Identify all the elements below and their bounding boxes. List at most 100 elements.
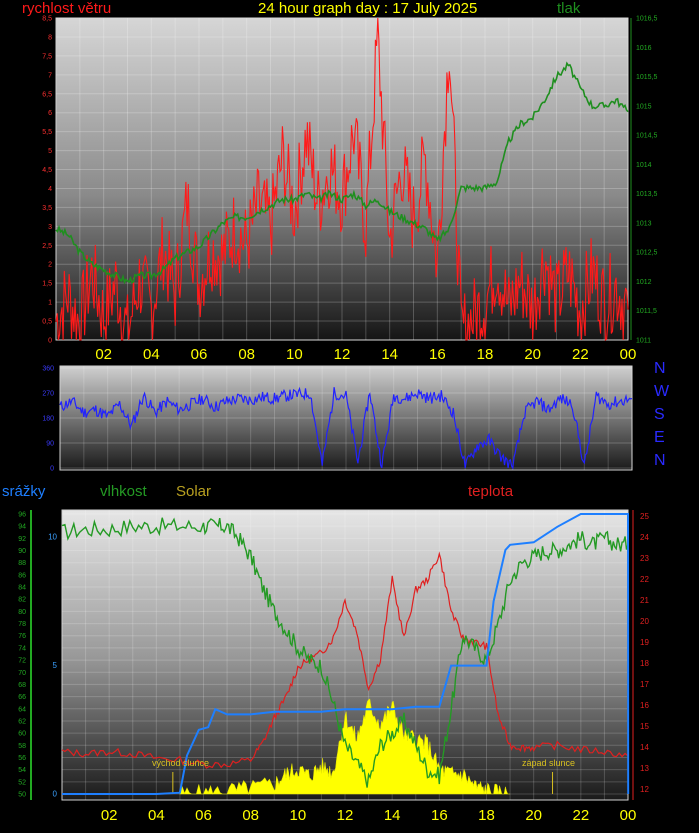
humidity-tick-label: 76 <box>18 633 26 640</box>
pressure-tick-label: 1012 <box>636 279 652 286</box>
humidity-tick-label: 68 <box>18 682 26 689</box>
pressure-tick-label: 1016 <box>636 45 652 52</box>
time-tick-label: 02 <box>95 346 112 363</box>
humidity-tick-label: 88 <box>18 560 26 567</box>
temperature-line <box>61 551 629 769</box>
wind-direction-plot-area <box>59 365 633 471</box>
pressure-tick-label: 1013,5 <box>636 191 658 198</box>
wind-tick-label: 3,5 <box>42 205 52 212</box>
humidity-label: vlhkost <box>100 483 147 500</box>
temperature-tick-label: 13 <box>640 764 649 773</box>
humidity-tick-label: 92 <box>18 536 26 543</box>
wind-tick-label: 2,5 <box>42 243 52 250</box>
direction-tick-label: 180 <box>42 416 54 423</box>
time-tick-label: 02 <box>101 807 118 824</box>
temperature-tick-label: 15 <box>640 722 649 731</box>
compass-letter: E <box>654 429 665 446</box>
wind-tick-label: 1,5 <box>42 281 52 288</box>
compass-letter: S <box>654 406 665 423</box>
rain-tick-label: 10 <box>48 533 57 542</box>
time-tick-label: 10 <box>286 346 303 363</box>
temperature-tick-label: 20 <box>640 617 649 626</box>
wind-tick-label: 5,5 <box>42 129 52 136</box>
direction-tick-label: 270 <box>42 391 54 398</box>
pressure-tick-label: 1011,5 <box>636 308 657 315</box>
wind-tick-label: 7 <box>48 72 52 79</box>
wind-speed-label: rychlost větru <box>22 0 112 17</box>
wind-tick-label: 3 <box>48 224 52 231</box>
humidity-tick-label: 80 <box>18 609 26 616</box>
compass-letter: N <box>654 452 666 469</box>
wind-tick-label: 6,5 <box>42 91 52 98</box>
time-tick-label: 08 <box>238 346 255 363</box>
time-tick-label: 20 <box>524 346 541 363</box>
sunset-annotation: západ slunce <box>522 758 576 768</box>
pressure-label: tlak <box>557 0 581 17</box>
humidity-tick-label: 74 <box>18 645 26 652</box>
wind-tick-label: 0,5 <box>42 319 52 326</box>
wind-tick-label: 8 <box>48 34 52 41</box>
temperature-tick-label: 23 <box>640 554 649 563</box>
wind-tick-label: 0 <box>48 338 52 345</box>
humidity-tick-label: 86 <box>18 572 26 579</box>
wind-speed-line <box>55 17 629 342</box>
pressure-tick-label: 1015 <box>636 103 652 110</box>
time-tick-label: 14 <box>384 807 401 824</box>
humidity-tick-label: 72 <box>18 658 26 665</box>
pressure-tick-label: 1014,5 <box>636 133 658 140</box>
time-tick-label: 18 <box>478 807 495 824</box>
direction-tick-label: 360 <box>42 366 54 373</box>
chart-title: 24 hour graph day : 17 July 2025 <box>258 0 478 17</box>
humidity-tick-label: 64 <box>18 706 26 713</box>
wind-tick-label: 4 <box>48 186 52 193</box>
wind-direction-line <box>59 386 633 470</box>
solar-label: Solar <box>176 483 212 500</box>
temperature-tick-label: 22 <box>640 575 649 584</box>
time-tick-label: 12 <box>337 807 354 824</box>
time-tick-label: 10 <box>289 807 306 824</box>
humidity-tick-label: 52 <box>18 779 26 786</box>
time-tick-label: 22 <box>572 807 589 824</box>
rain-line <box>62 513 630 795</box>
temperature-tick-label: 12 <box>640 785 649 794</box>
rain-tick-label: 0 <box>53 790 58 799</box>
time-tick-label: 08 <box>242 807 259 824</box>
temperature-tick-label: 16 <box>640 701 649 710</box>
humidity-tick-label: 94 <box>18 524 26 531</box>
temperature-tick-label: 21 <box>640 596 649 605</box>
pressure-tick-label: 1015,5 <box>636 74 658 81</box>
rain-tick-label: 5 <box>53 661 58 670</box>
humidity-tick-label: 96 <box>18 512 26 519</box>
temperature-tick-label: 18 <box>640 659 649 668</box>
wind-tick-label: 8,5 <box>42 16 52 23</box>
temperature-tick-label: 14 <box>640 743 649 752</box>
humidity-tick-label: 84 <box>18 585 26 592</box>
humidity-tick-label: 70 <box>18 670 26 677</box>
time-tick-label: 00 <box>620 807 637 824</box>
time-tick-label: 00 <box>620 346 637 363</box>
humidity-tick-label: 82 <box>18 597 26 604</box>
wind-pressure-plot-area <box>55 17 629 341</box>
humidity-tick-label: 56 <box>18 755 26 762</box>
compass-letter: N <box>654 360 666 377</box>
temperature-tick-label: 24 <box>640 533 649 542</box>
time-tick-label: 14 <box>381 346 398 363</box>
rain-label: srážky <box>2 483 46 500</box>
direction-tick-label: 0 <box>50 466 54 473</box>
pressure-line <box>55 61 629 285</box>
pressure-tick-label: 1011 <box>636 338 651 345</box>
humidity-tick-label: 54 <box>18 767 26 774</box>
temperature-tick-label: 19 <box>640 638 649 647</box>
wind-tick-label: 6 <box>48 110 52 117</box>
wind-tick-label: 2 <box>48 262 52 269</box>
time-tick-label: 06 <box>191 346 208 363</box>
humidity-tick-label: 78 <box>18 621 26 628</box>
humidity-tick-label: 66 <box>18 694 26 701</box>
temperature-label: teplota <box>468 483 514 500</box>
humidity-tick-label: 90 <box>18 548 26 555</box>
time-tick-label: 06 <box>195 807 212 824</box>
pressure-tick-label: 1012,5 <box>636 250 658 257</box>
compass-letter: W <box>654 383 670 400</box>
wind-tick-label: 1 <box>48 300 52 307</box>
time-tick-label: 16 <box>431 807 448 824</box>
